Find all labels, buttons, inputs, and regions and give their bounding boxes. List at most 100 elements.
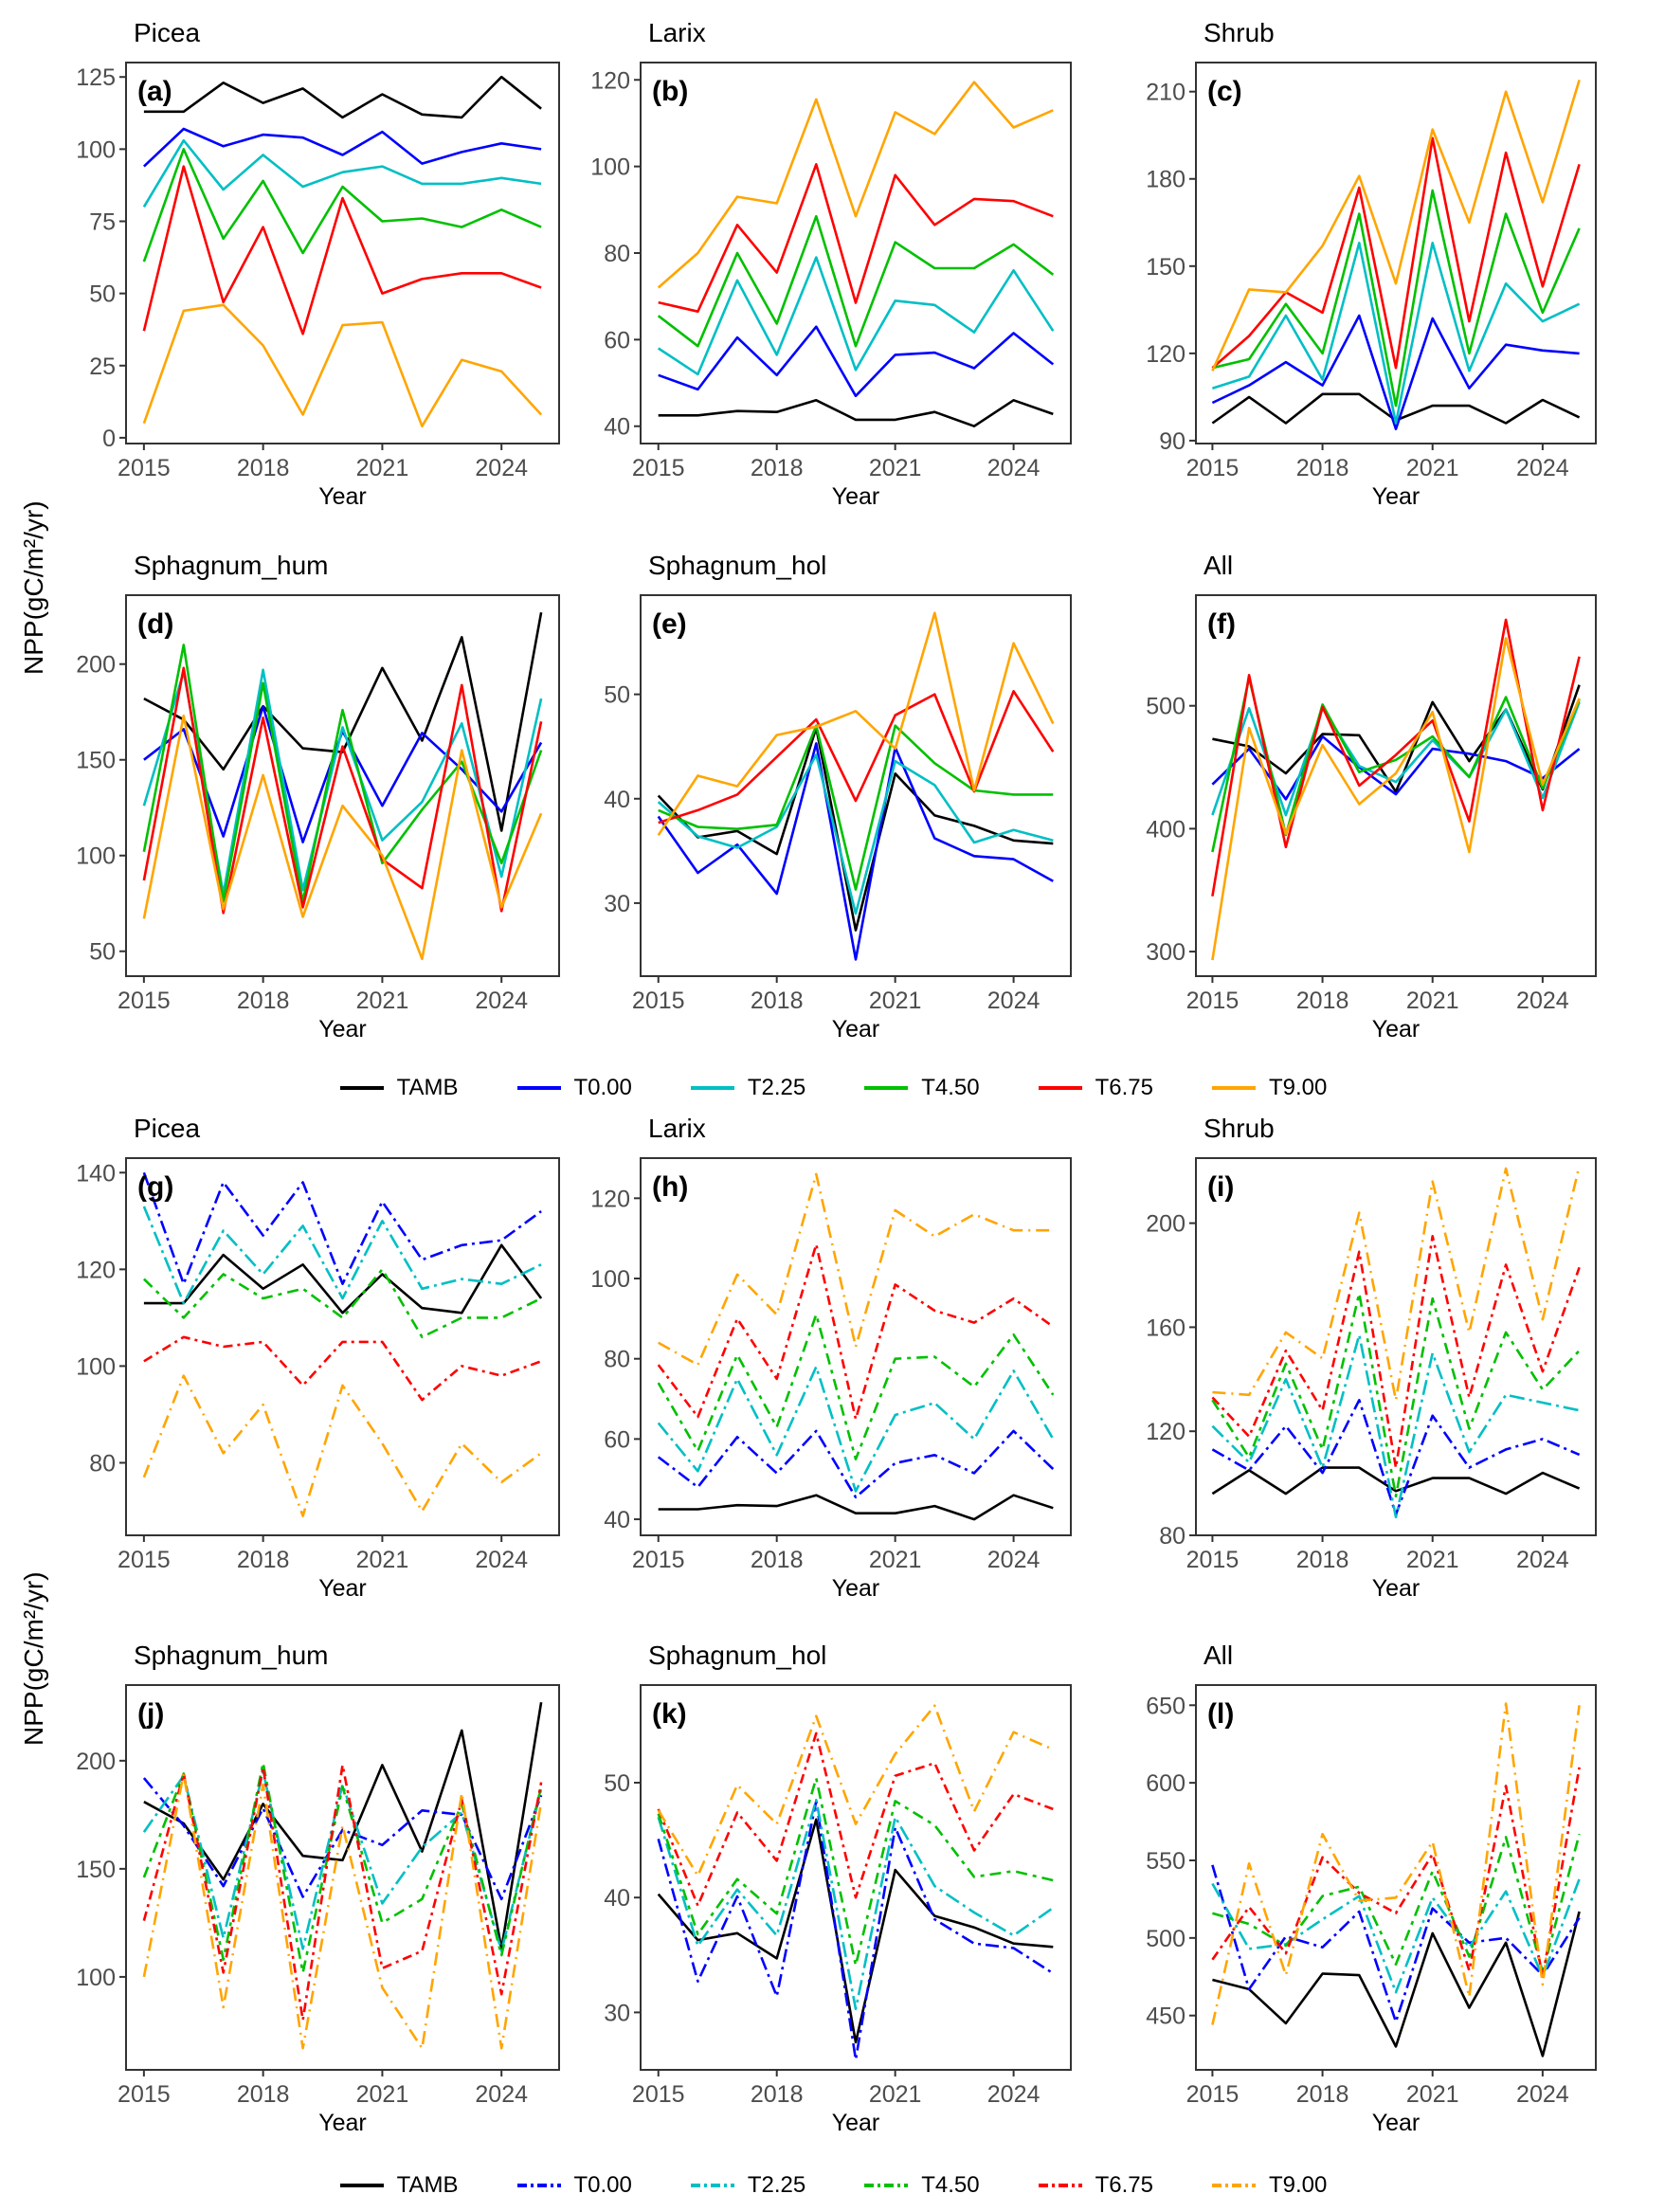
y-tick-label: 40 — [604, 414, 630, 441]
legend-swatch — [1038, 1086, 1082, 1090]
x-tick-label: 2024 — [1516, 455, 1569, 481]
series-line-T4_50 — [142, 1761, 543, 1974]
legend-label: TAMB — [396, 2172, 459, 2198]
y-tick-label: 50 — [89, 281, 116, 308]
series-line-T6_75 — [657, 1732, 1054, 1907]
y-tick-label: 80 — [604, 241, 630, 267]
series-line-TAMB — [1211, 1466, 1581, 1496]
series-line-T2_25 — [657, 1365, 1055, 1493]
y-tick-label: 500 — [1146, 1926, 1185, 1952]
x-axis-label: Year — [318, 1575, 367, 1602]
series-line-T4_50 — [142, 644, 543, 903]
panel-title: All — [1204, 551, 1233, 580]
series-line-T9_00 — [1211, 80, 1581, 372]
series-line-T2_25 — [142, 668, 543, 896]
y-tick-label: 40 — [604, 1507, 630, 1533]
x-tick-label: 2024 — [475, 455, 528, 481]
x-tick-label: 2018 — [1296, 988, 1349, 1014]
panel-label: (d) — [137, 608, 173, 640]
x-axis-label: Year — [318, 2110, 367, 2136]
y-tick-label: 75 — [89, 209, 116, 236]
x-axis-label: Year — [1372, 2110, 1421, 2136]
series-line-T6_75 — [142, 666, 543, 915]
x-tick-label: 2015 — [1186, 1547, 1240, 1573]
y-tick-label: 50 — [604, 1770, 630, 1797]
series-line-TAMB — [658, 1494, 1054, 1521]
plot-border — [125, 594, 560, 977]
plot-border — [1195, 62, 1597, 444]
panel-c: Shrub 90 120 150 180 210 2015 2018 2021 2024 Year (… — [1146, 18, 1597, 510]
x-axis-label: Year — [318, 1016, 367, 1043]
panel-a: Picea 0 25 50 75 100 125 2015 2018 2021 2024 Year (a… — [76, 18, 560, 510]
series-line-T6_75 — [657, 1242, 1055, 1421]
x-tick-label: 2018 — [237, 988, 290, 1014]
panel-title: Sphagnum_hum — [134, 551, 328, 580]
y-tick-label: 100 — [590, 154, 630, 181]
legend-item-TAMB: TAMB — [338, 1075, 459, 1101]
legend-item-T9_00: T9.00 — [1210, 2172, 1327, 2199]
legend-bottom: TAMB T0.00 T2.25 T4.50 T6.75 T9.00 — [0, 2167, 1665, 2204]
y-axis-label-top: NPP(gC/m²/yr) — [19, 500, 48, 675]
y-tick-label: 60 — [604, 1426, 630, 1453]
plot-border — [125, 62, 560, 444]
x-axis-label: Year — [832, 2110, 880, 2136]
panel-title: Sphagnum_hum — [134, 1641, 328, 1670]
y-tick-label: 160 — [1146, 1315, 1185, 1341]
panel-title: Sphagnum_hol — [648, 1641, 826, 1670]
panel-label: (i) — [1207, 1171, 1234, 1203]
y-tick-label: 200 — [76, 1749, 116, 1775]
series-line-T2_25 — [142, 1206, 542, 1305]
x-axis-label: Year — [1372, 1575, 1421, 1602]
legend-label: T6.75 — [1095, 2172, 1153, 2198]
legend-swatch — [864, 1086, 909, 1090]
x-axis-label: Year — [832, 1575, 880, 1602]
series-line-T4_50 — [658, 724, 1054, 891]
y-tick-label: 100 — [76, 1353, 116, 1380]
legend-item-T4_50: T4.50 — [862, 1075, 980, 1101]
series-line-T9_00 — [657, 611, 1055, 837]
series-line-T0_00 — [143, 127, 542, 168]
y-tick-label: 80 — [89, 1450, 116, 1477]
series-line-T4_50 — [1211, 1292, 1581, 1498]
panel-label: (l) — [1207, 1698, 1234, 1730]
x-tick-label: 2024 — [475, 1547, 528, 1573]
x-tick-label: 2024 — [987, 2081, 1041, 2108]
x-tick-label: 2024 — [475, 988, 528, 1014]
panel-l: All 450 500 550 600 650 2015 2018 2021 2024 Year (l… — [1146, 1641, 1597, 2136]
x-tick-label: 2024 — [1516, 1547, 1569, 1573]
series-line-T9_00 — [658, 1172, 1054, 1367]
series-line-T4_50 — [1211, 676, 1581, 853]
x-tick-label: 2018 — [751, 988, 804, 1014]
series-line-T0_00 — [1211, 314, 1580, 431]
panel-label: (e) — [652, 608, 687, 640]
x-tick-label: 2021 — [1406, 455, 1459, 481]
series-line-T4_50 — [1212, 1833, 1581, 1974]
y-tick-label: 120 — [76, 1257, 116, 1283]
x-tick-label: 2015 — [118, 455, 171, 481]
series-line-T2_25 — [1211, 1333, 1580, 1519]
y-tick-label: 140 — [76, 1160, 116, 1187]
legend-item-T4_50: T4.50 — [862, 2172, 980, 2199]
legend-label: T2.25 — [747, 1075, 806, 1100]
x-tick-label: 2015 — [118, 1547, 171, 1573]
series-line-T2_25 — [1211, 1878, 1581, 1994]
y-tick-label: 50 — [604, 682, 630, 709]
legend-item-T0_00: T0.00 — [516, 1075, 632, 1101]
panel-label: (j) — [137, 1698, 164, 1730]
series-line-T0_00 — [142, 1171, 542, 1285]
panel-j: Sphagnum_hum 100 150 200 2015 2018 2021 2024 Yea… — [76, 1641, 560, 2136]
series-line-TAMB — [143, 75, 542, 119]
panel-b: Larix 40 60 80 100 120 2015 2018 2021 2024 Year (b) — [590, 18, 1072, 510]
series-line-T2_25 — [657, 753, 1054, 916]
x-tick-label: 2015 — [1186, 455, 1240, 481]
y-tick-label: 650 — [1146, 1693, 1185, 1719]
y-tick-label: 60 — [604, 327, 630, 354]
y-tick-label: 100 — [76, 1965, 116, 1991]
y-tick-label: 0 — [102, 426, 116, 452]
series-line-T0_00 — [1211, 1864, 1581, 2023]
y-tick-label: 80 — [1159, 1523, 1185, 1550]
panel-label: (a) — [137, 76, 172, 107]
x-tick-label: 2015 — [118, 2081, 171, 2108]
series-line-T2_25 — [657, 256, 1055, 376]
legend-item-T2_25: T2.25 — [689, 2172, 805, 2199]
